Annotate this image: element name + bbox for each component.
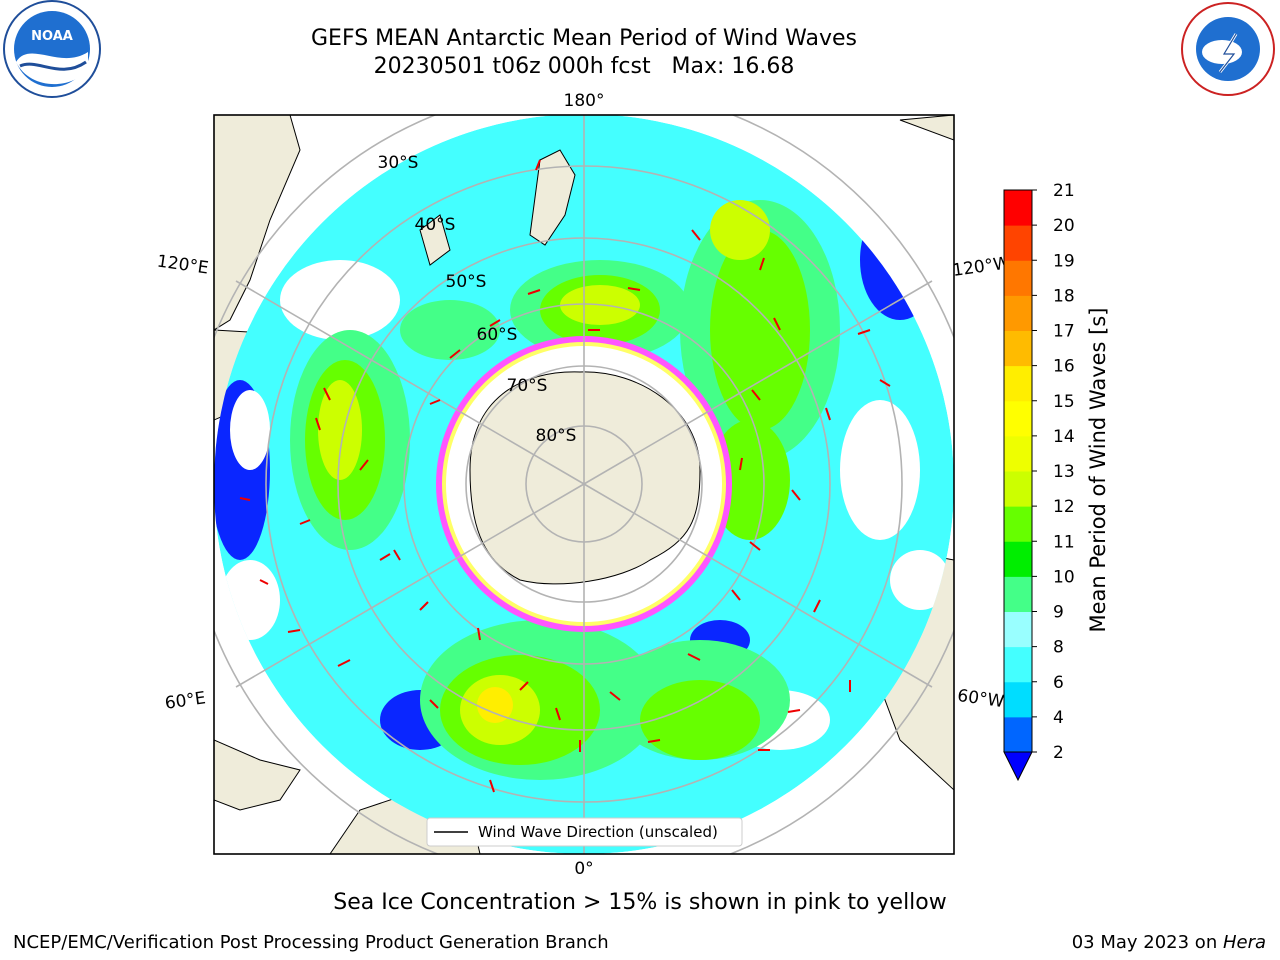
colorbar-tick-label: 9 <box>1053 603 1064 623</box>
wind-wave-arrows <box>239 159 891 793</box>
sea-ice-caption: Sea Ice Concentration > 15% is shown in … <box>333 890 947 915</box>
colorbar-tick-label: 2 <box>1053 743 1064 763</box>
colorbar-tick-label: 16 <box>1053 357 1075 377</box>
legend-label: Wind Wave Direction (unscaled) <box>478 823 718 841</box>
figure-title-line1: GEFS MEAN Antarctic Mean Period of Wind … <box>311 26 857 51</box>
footer-host: Hera <box>1222 932 1266 953</box>
colorbar-tick-label: 12 <box>1053 497 1075 517</box>
colorbar-tick-label: 21 <box>1053 181 1075 201</box>
antarctica-land <box>469 371 701 585</box>
colorbar-tick-label: 10 <box>1053 567 1075 587</box>
colorbar-tick-label: 6 <box>1053 673 1064 693</box>
colorbar-segment <box>1004 330 1032 367</box>
colorbar-segment <box>1004 611 1032 648</box>
footer-date: 03 May 2023 on Hera <box>1072 932 1266 953</box>
figure-title-line2: 20230501 t06z 000h fcst Max: 16.68 <box>373 54 795 79</box>
map-content <box>214 115 954 854</box>
colorbar-tick-label: 18 <box>1053 286 1075 306</box>
colorbar-segment <box>1004 400 1032 437</box>
noaa-logo-text: NOAA <box>31 29 73 44</box>
colorbar-segment <box>1004 435 1032 472</box>
colorbar-segment <box>1004 681 1032 718</box>
latitude-labels: 30°S 40°S 50°S 60°S 70°S 80°S <box>378 153 577 446</box>
colorbar-segment <box>1004 365 1032 402</box>
noaa-logo: NOAA <box>3 0 101 98</box>
lon-label-180: 180° <box>564 91 605 111</box>
lat-label-40s: 40°S <box>415 215 456 235</box>
colorbar-segment <box>1004 471 1032 507</box>
colorbar-under-extension <box>1003 751 1033 782</box>
lat-label-80s: 80°S <box>536 426 577 446</box>
lon-label-120e: 120°E <box>156 252 210 279</box>
map-legend: Wind Wave Direction (unscaled) <box>426 817 743 847</box>
colorbar-tick-label: 15 <box>1053 392 1075 412</box>
colorbar-tick-label: 19 <box>1053 251 1075 271</box>
colorbar-segment <box>1004 190 1032 226</box>
lon-label-60e: 60°E <box>164 688 207 713</box>
lon-label-0: 0° <box>574 859 593 879</box>
colorbar-segment <box>1004 716 1032 753</box>
colorbar-tick-label: 11 <box>1053 532 1075 552</box>
colorbar-tick-label: 13 <box>1053 462 1075 482</box>
graticule <box>214 115 954 854</box>
nws-logo <box>1181 2 1275 96</box>
lat-label-30s: 30°S <box>378 153 419 173</box>
colorbar: 21 20 19 18 17 16 15 14 13 12 11 10 9 8 6 4 2 <box>1003 181 1075 782</box>
colorbar-segment <box>1004 506 1032 542</box>
lat-label-70s: 70°S <box>507 376 548 396</box>
colorbar-tick-label: 8 <box>1053 638 1064 658</box>
colorbar-tick-label: 14 <box>1053 427 1075 447</box>
colorbar-label: Mean Period of Wind Waves [s] <box>1086 307 1110 633</box>
wave-period-field <box>214 115 954 854</box>
colorbar-segment <box>1004 646 1032 683</box>
lat-label-60s: 60°S <box>477 325 518 345</box>
colorbar-segment <box>1004 260 1032 296</box>
colorbar-segment <box>1004 541 1032 577</box>
colorbar-segment <box>1004 295 1032 331</box>
map-frame <box>213 114 955 855</box>
colorbar-segment <box>1004 225 1032 261</box>
colorbar-segment <box>1004 576 1032 612</box>
footer-date-text: 03 May 2023 on <box>1071 932 1223 953</box>
lat-label-50s: 50°S <box>446 272 487 292</box>
footer-credit: NCEP/EMC/Verification Post Processing Pr… <box>13 932 609 953</box>
colorbar-tick-label: 4 <box>1053 708 1064 728</box>
colorbar-tick-label: 17 <box>1053 322 1075 342</box>
colorbar-tick-label: 20 <box>1053 216 1075 236</box>
